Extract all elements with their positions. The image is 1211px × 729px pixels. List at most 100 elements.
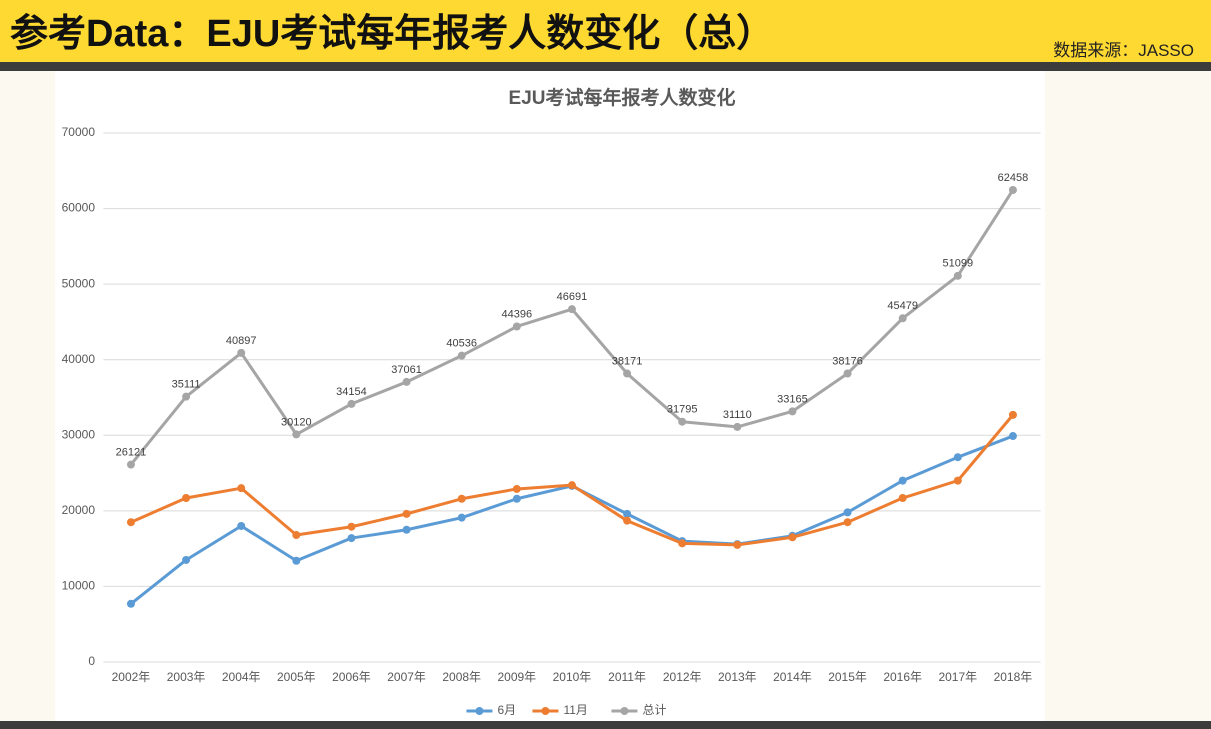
x-tick-label: 2003年: [167, 670, 206, 684]
x-tick-label: 2004年: [222, 670, 261, 684]
legend-marker: [620, 707, 629, 715]
data-point: [126, 460, 135, 469]
data-point: [457, 494, 466, 503]
data-point: [347, 522, 356, 531]
legend-label: 11月: [563, 703, 587, 717]
data-point: [733, 422, 742, 431]
data-point: [1008, 432, 1017, 441]
data-point: [678, 539, 687, 548]
y-tick-label: 0: [88, 654, 95, 668]
data-point: [898, 476, 907, 485]
data-point: [843, 508, 852, 517]
x-tick-label: 2017年: [938, 670, 977, 684]
x-tick-label: 2015年: [828, 670, 867, 684]
x-tick-label: 2010年: [553, 670, 592, 684]
data-point: [567, 481, 576, 490]
data-point: [347, 534, 356, 543]
header-band: 参考Data：EJU考试每年报考人数变化（总） 数据来源：JASSO: [0, 0, 1211, 62]
x-tick-label: 2002年: [112, 670, 151, 684]
chart-background: [55, 71, 1045, 721]
y-tick-label: 10000: [62, 579, 96, 593]
y-tick-label: 40000: [62, 352, 96, 366]
data-point: [237, 521, 246, 530]
divider: [0, 62, 1211, 71]
data-point: [733, 540, 742, 549]
data-point: [678, 417, 687, 426]
x-tick-label: 2006年: [332, 670, 371, 684]
y-tick-label: 70000: [62, 125, 96, 139]
y-tick-label: 30000: [62, 427, 96, 441]
data-point: [182, 494, 191, 503]
data-label: 40897: [226, 335, 257, 347]
data-point: [402, 509, 411, 518]
x-tick-label: 2008年: [442, 670, 481, 684]
data-label: 30120: [281, 416, 312, 428]
data-point: [953, 271, 962, 280]
data-label: 46691: [557, 291, 588, 303]
x-tick-label: 2012年: [663, 670, 702, 684]
legend-marker: [541, 707, 550, 715]
data-point: [126, 599, 135, 608]
data-label: 35111: [172, 379, 201, 391]
x-tick-label: 2009年: [497, 670, 536, 684]
page-title: 参考Data：EJU考试每年报考人数变化（总）: [10, 13, 775, 55]
divider: [0, 721, 1211, 729]
data-label: 31110: [723, 409, 752, 421]
data-point: [402, 377, 411, 386]
source-note: 数据来源：JASSO: [1053, 41, 1194, 60]
data-point: [292, 430, 301, 439]
data-label: 38171: [612, 355, 643, 367]
data-point: [457, 513, 466, 522]
data-point: [402, 525, 411, 534]
x-tick-label: 2007年: [387, 670, 426, 684]
data-label: 37061: [391, 364, 422, 376]
data-label: 34154: [336, 386, 367, 398]
chart-title: EJU考试每年报考人数变化: [509, 86, 736, 109]
data-point: [1008, 185, 1017, 194]
data-point: [898, 494, 907, 503]
x-tick-label: 2005年: [277, 670, 316, 684]
data-point: [237, 484, 246, 493]
data-point: [898, 314, 907, 323]
x-tick-label: 2016年: [883, 670, 922, 684]
data-label: 45479: [887, 300, 918, 312]
data-point: [953, 453, 962, 462]
data-point: [788, 533, 797, 542]
y-tick-label: 20000: [62, 503, 96, 517]
data-point: [788, 407, 797, 416]
data-label: 33165: [777, 393, 808, 405]
data-label: 26121: [116, 447, 147, 459]
x-tick-label: 2013年: [718, 670, 757, 684]
data-label: 51099: [943, 258, 974, 270]
data-point: [623, 369, 632, 378]
data-point: [347, 399, 356, 408]
data-label: 31795: [667, 404, 698, 416]
data-point: [843, 369, 852, 378]
data-label: 40536: [446, 338, 477, 350]
data-point: [292, 556, 301, 565]
data-point: [953, 476, 962, 485]
legend-label: 6月: [497, 703, 516, 717]
y-tick-label: 50000: [62, 276, 96, 290]
data-point: [843, 518, 852, 527]
data-point: [126, 518, 135, 527]
data-point: [623, 516, 632, 525]
data-point: [623, 509, 632, 518]
chart: EJU考试每年报考人数变化 0 10000 20000 30000 40000 50000…: [55, 71, 1045, 721]
y-tick-label: 60000: [62, 201, 96, 215]
x-tick-label: 2014年: [773, 670, 812, 684]
legend-marker: [475, 707, 484, 715]
data-point: [182, 392, 191, 401]
data-point: [1008, 410, 1017, 419]
data-point: [457, 351, 466, 360]
x-tick-label: 2018年: [994, 670, 1033, 684]
data-point: [512, 494, 521, 503]
data-point: [182, 555, 191, 564]
data-point: [567, 305, 576, 314]
data-point: [512, 484, 521, 493]
x-tick-label: 2011年: [608, 670, 646, 684]
data-point: [292, 531, 301, 540]
data-label: 38176: [832, 355, 863, 367]
data-point: [237, 348, 246, 357]
